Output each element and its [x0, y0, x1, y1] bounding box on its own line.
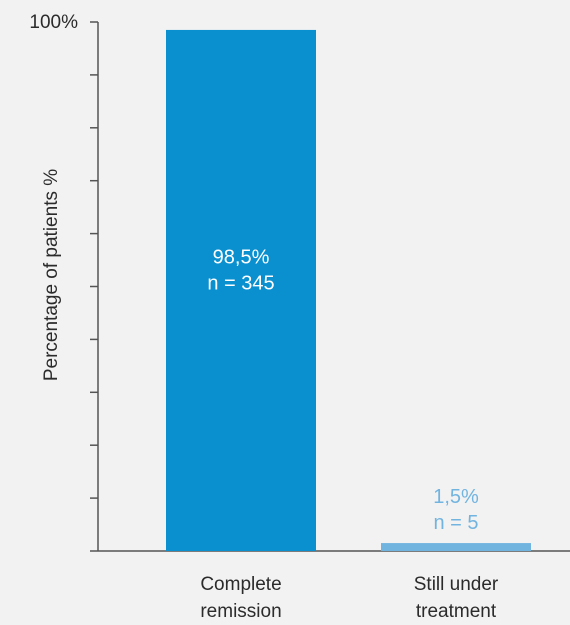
y-tick-label-100: 100%	[29, 12, 78, 33]
y-axis-ticks	[90, 21, 98, 552]
data-label-bar-1: 98,5%	[213, 246, 270, 268]
x-category-label: remission	[200, 601, 281, 622]
data-label-bar-2: 1,5%	[433, 486, 479, 508]
bars-group	[166, 29, 531, 552]
x-category-label: treatment	[416, 601, 497, 622]
y-axis-title: Percentage of patients %	[41, 169, 62, 381]
x-category-label: Complete	[200, 574, 281, 595]
data-label-bar-1: n = 345	[207, 272, 274, 294]
x-category-label: Still under	[414, 574, 499, 595]
labels-group: 98,5% n = 345 Complete remission 1,5% n = 5 St…	[200, 246, 499, 622]
bar-1	[166, 29, 316, 552]
bar-2	[381, 543, 531, 551]
data-label-bar-2: n = 5	[433, 512, 478, 534]
